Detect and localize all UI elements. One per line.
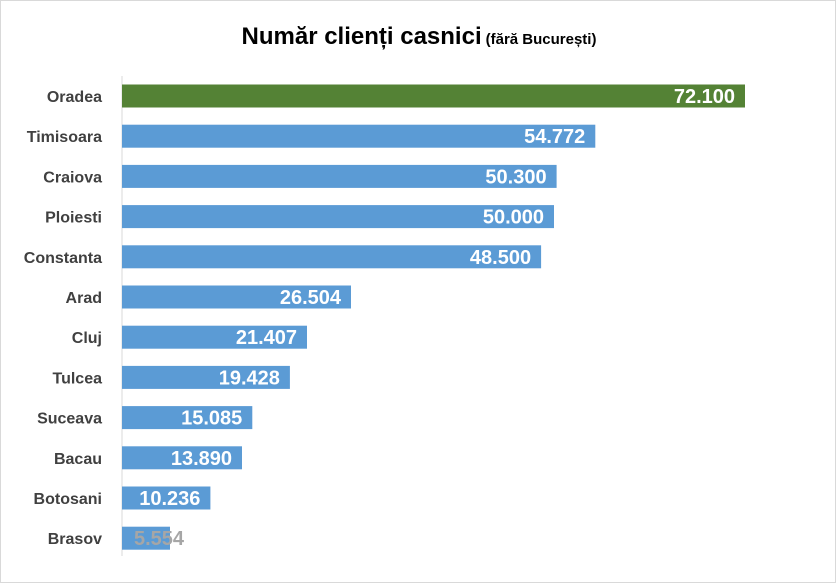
category-label-constanta: Constanta (24, 250, 102, 267)
bar-craiova (122, 164, 557, 188)
category-label-botosani: Botosani (34, 491, 102, 508)
value-label-oradea: 72.100 (674, 86, 735, 108)
bar-brasov (122, 526, 170, 550)
category-label-bacau: Bacau (54, 451, 102, 468)
bar-oradea (122, 84, 745, 108)
category-label-timisoara: Timisoara (27, 129, 102, 146)
value-label-brasov: 5.554 (134, 528, 185, 550)
bar-arad (122, 285, 351, 309)
bar-constanta (122, 245, 542, 269)
category-label-tulcea: Tulcea (53, 370, 103, 387)
chart-title-block: Număr clienți casnici (fără București) (1, 23, 836, 51)
category-label-ploiesti: Ploiesti (45, 210, 102, 227)
value-label-cluj: 21.407 (236, 327, 297, 349)
category-label-oradea: Oradea (47, 89, 102, 106)
bar-ploiesti (122, 205, 554, 229)
bar-cluj (122, 325, 307, 349)
bar-botosani (122, 486, 211, 510)
value-label-tulcea: 19.428 (219, 367, 280, 389)
value-label-constanta: 48.500 (470, 247, 531, 269)
category-label-brasov: Brasov (48, 531, 102, 548)
chart-title: Număr clienți casnici (241, 23, 482, 50)
bar-bacau (122, 446, 242, 470)
bar-suceava (122, 406, 253, 430)
value-label-botosani: 10.236 (139, 488, 200, 510)
bar-timisoara (122, 124, 596, 148)
category-label-arad: Arad (66, 290, 102, 307)
category-label-craiova: Craiova (43, 169, 102, 186)
bar-tulcea (122, 365, 290, 389)
value-label-suceava: 15.085 (181, 408, 242, 430)
value-label-arad: 26.504 (280, 287, 342, 309)
category-label-suceava: Suceava (37, 411, 102, 428)
chart-subtitle: (fără București) (485, 31, 597, 48)
category-label-cluj: Cluj (72, 330, 102, 347)
value-label-timisoara: 54.772 (524, 126, 585, 148)
value-label-bacau: 13.890 (171, 448, 232, 470)
value-label-ploiesti: 50.000 (483, 207, 544, 229)
value-label-craiova: 50.300 (485, 166, 546, 188)
